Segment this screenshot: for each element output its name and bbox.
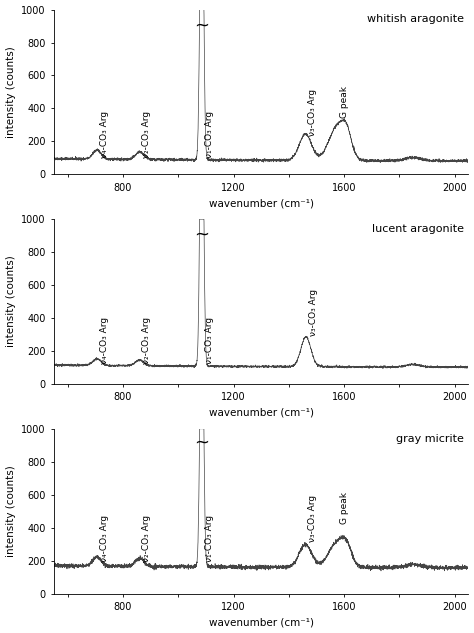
Text: ν₄-CO₃ Arg: ν₄-CO₃ Arg bbox=[100, 111, 109, 158]
X-axis label: wavenumber (cm⁻¹): wavenumber (cm⁻¹) bbox=[209, 198, 314, 208]
Text: ν₁-CO₃ Arg: ν₁-CO₃ Arg bbox=[204, 111, 213, 158]
Text: ν₁-CO₃ Arg: ν₁-CO₃ Arg bbox=[204, 317, 213, 364]
Text: ~: ~ bbox=[194, 226, 209, 244]
Text: ν₃-CO₃ Arg: ν₃-CO₃ Arg bbox=[309, 289, 318, 336]
Text: whitish aragonite: whitish aragonite bbox=[367, 15, 464, 25]
Text: ν₄-CO₃ Arg: ν₄-CO₃ Arg bbox=[100, 317, 109, 364]
Text: ν₂-CO₃ Arg: ν₂-CO₃ Arg bbox=[142, 317, 151, 364]
Text: ν₂-CO₃ Arg: ν₂-CO₃ Arg bbox=[142, 515, 151, 562]
Text: ~: ~ bbox=[194, 434, 209, 452]
Text: ν₄-CO₃ Arg: ν₄-CO₃ Arg bbox=[100, 515, 109, 562]
Y-axis label: intensity (counts): intensity (counts) bbox=[6, 465, 16, 557]
Y-axis label: intensity (counts): intensity (counts) bbox=[6, 46, 16, 138]
Text: G peak: G peak bbox=[340, 86, 349, 118]
Text: ~: ~ bbox=[194, 16, 209, 34]
X-axis label: wavenumber (cm⁻¹): wavenumber (cm⁻¹) bbox=[209, 617, 314, 627]
Text: ν₃-CO₃ Arg: ν₃-CO₃ Arg bbox=[308, 496, 317, 542]
Y-axis label: intensity (counts): intensity (counts) bbox=[6, 256, 16, 348]
Text: lucent aragonite: lucent aragonite bbox=[372, 224, 464, 234]
X-axis label: wavenumber (cm⁻¹): wavenumber (cm⁻¹) bbox=[209, 408, 314, 418]
Text: G peak: G peak bbox=[340, 492, 349, 524]
Text: ν₁-CO₃ Arg: ν₁-CO₃ Arg bbox=[204, 515, 213, 562]
Text: ν₃-CO₃ Arg: ν₃-CO₃ Arg bbox=[308, 89, 317, 137]
Text: ν₂-CO₃ Arg: ν₂-CO₃ Arg bbox=[142, 111, 151, 158]
Text: gray micrite: gray micrite bbox=[396, 434, 464, 444]
